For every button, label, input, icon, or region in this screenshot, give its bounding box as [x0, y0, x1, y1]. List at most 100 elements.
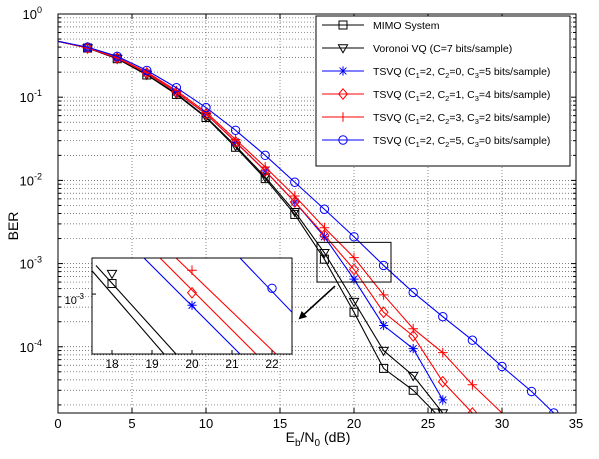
legend-box: [315, 15, 571, 167]
data-point: [408, 323, 418, 334]
y-tick-label: 10-1: [20, 88, 42, 105]
inset-y-tick-label: 10-3: [65, 292, 85, 307]
data-point: [437, 409, 449, 413]
data-point: [82, 42, 93, 52]
series-layer: [58, 40, 559, 413]
legend-marker: [337, 88, 349, 100]
legend-marker: [337, 44, 349, 54]
data-point: [430, 408, 440, 413]
data-point: [319, 204, 330, 214]
x-tick-label: 10: [199, 416, 213, 431]
inset-x-tick-label: 18: [105, 357, 119, 371]
inset-x-tick-label: 22: [265, 357, 279, 371]
data-point: [349, 274, 359, 284]
y-tick-label: 10-3: [20, 255, 42, 272]
inset-x-tick-label: 21: [225, 357, 239, 371]
inset-series-line: [95, 265, 177, 354]
data-point: [260, 150, 270, 161]
x-tick-label: 20: [347, 416, 361, 431]
data-point: [497, 361, 507, 372]
legend-label-2: Voronoi VQ (C=7 bits/sample): [373, 43, 512, 55]
data-point: [348, 263, 360, 276]
inset-data-point: [187, 300, 197, 310]
data-point: [319, 222, 330, 233]
data-point: [407, 371, 419, 382]
data-point: [408, 385, 418, 395]
inset-series-line: [92, 269, 165, 354]
data-point: [408, 329, 419, 342]
data-point: [319, 229, 330, 242]
ticks: [57, 13, 577, 413]
data-point: [349, 252, 359, 263]
data-point: [378, 260, 389, 271]
inset-series-line: [239, 258, 292, 314]
data-point: [467, 407, 478, 413]
legend-marker: [338, 66, 348, 76]
series-6: [58, 40, 559, 413]
data-point: [348, 297, 360, 308]
data-point: [290, 177, 300, 187]
data-point: [378, 346, 390, 357]
inset-data-point: [107, 279, 117, 289]
series-line: [58, 40, 503, 413]
data-point: [378, 290, 389, 300]
zoom-callout: [298, 241, 392, 320]
legend-label-3: TSVQ (C1=2, C2=0, C3=5 bits/sample): [373, 66, 550, 80]
inset-data-point: [186, 286, 198, 299]
data-point: [318, 249, 330, 259]
data-point: [230, 125, 241, 136]
data-point: [349, 307, 359, 317]
legend-label-5: TSVQ (C1=2, C2=3, C3=2 bits/sample): [373, 112, 550, 126]
data-point: [289, 196, 300, 208]
inset-series-line: [159, 258, 257, 354]
data-point: [378, 306, 389, 319]
data-point: [289, 208, 301, 218]
data-point: [171, 83, 182, 93]
data-point: [230, 134, 241, 145]
data-point: [467, 379, 478, 390]
x-tick-label: 15: [273, 416, 287, 431]
data-point: [438, 395, 448, 405]
data-point: [526, 386, 537, 397]
data-point: [438, 347, 448, 358]
data-point: [141, 67, 152, 80]
data-point: [438, 311, 448, 322]
data-point: [260, 162, 270, 172]
data-point: [290, 191, 300, 201]
data-point: [437, 375, 448, 388]
data-point: [319, 232, 329, 242]
data-point: [201, 102, 211, 113]
legend-label-1: MIMO System: [373, 20, 440, 32]
data-point: [408, 344, 418, 354]
data-point: [379, 320, 389, 331]
data-point: [112, 51, 122, 62]
y-tick-label: 100: [23, 5, 42, 22]
x-tick-label: 35: [569, 416, 583, 431]
inset-data-point: [187, 265, 197, 276]
legend: MIMO System Voronoi VQ (C=7 bits/sample)…: [315, 15, 571, 167]
y-tick-labels: 100 10-1 10-2 10-3 10-4: [20, 5, 42, 355]
x-tick-label: 5: [128, 416, 135, 431]
x-axis-label: Eb/N0 (dB): [286, 429, 351, 449]
series-line: [58, 40, 555, 413]
inset-x-tick-label: 20: [185, 357, 199, 371]
y-axis-label: BER: [5, 212, 21, 241]
inset-data-point: [106, 269, 118, 280]
inset-data-point: [267, 283, 277, 293]
legend-marker: [338, 20, 348, 30]
x-tick-label: 30: [495, 416, 509, 431]
data-point: [290, 209, 300, 219]
inset-series-line: [175, 258, 277, 354]
zoom-arrow: [298, 285, 336, 320]
y-tick-label: 10-4: [20, 338, 42, 355]
y-tick-label: 10-2: [20, 171, 42, 188]
data-point: [230, 135, 241, 148]
data-point: [467, 335, 478, 345]
data-point: [349, 232, 359, 242]
data-point: [142, 65, 152, 76]
series-line: [58, 40, 444, 413]
x-tick-label: 0: [54, 416, 61, 431]
inset-chart: 18 19 20 21 22 10-3: [65, 257, 293, 371]
inset-x-tick-label: 19: [145, 357, 159, 371]
